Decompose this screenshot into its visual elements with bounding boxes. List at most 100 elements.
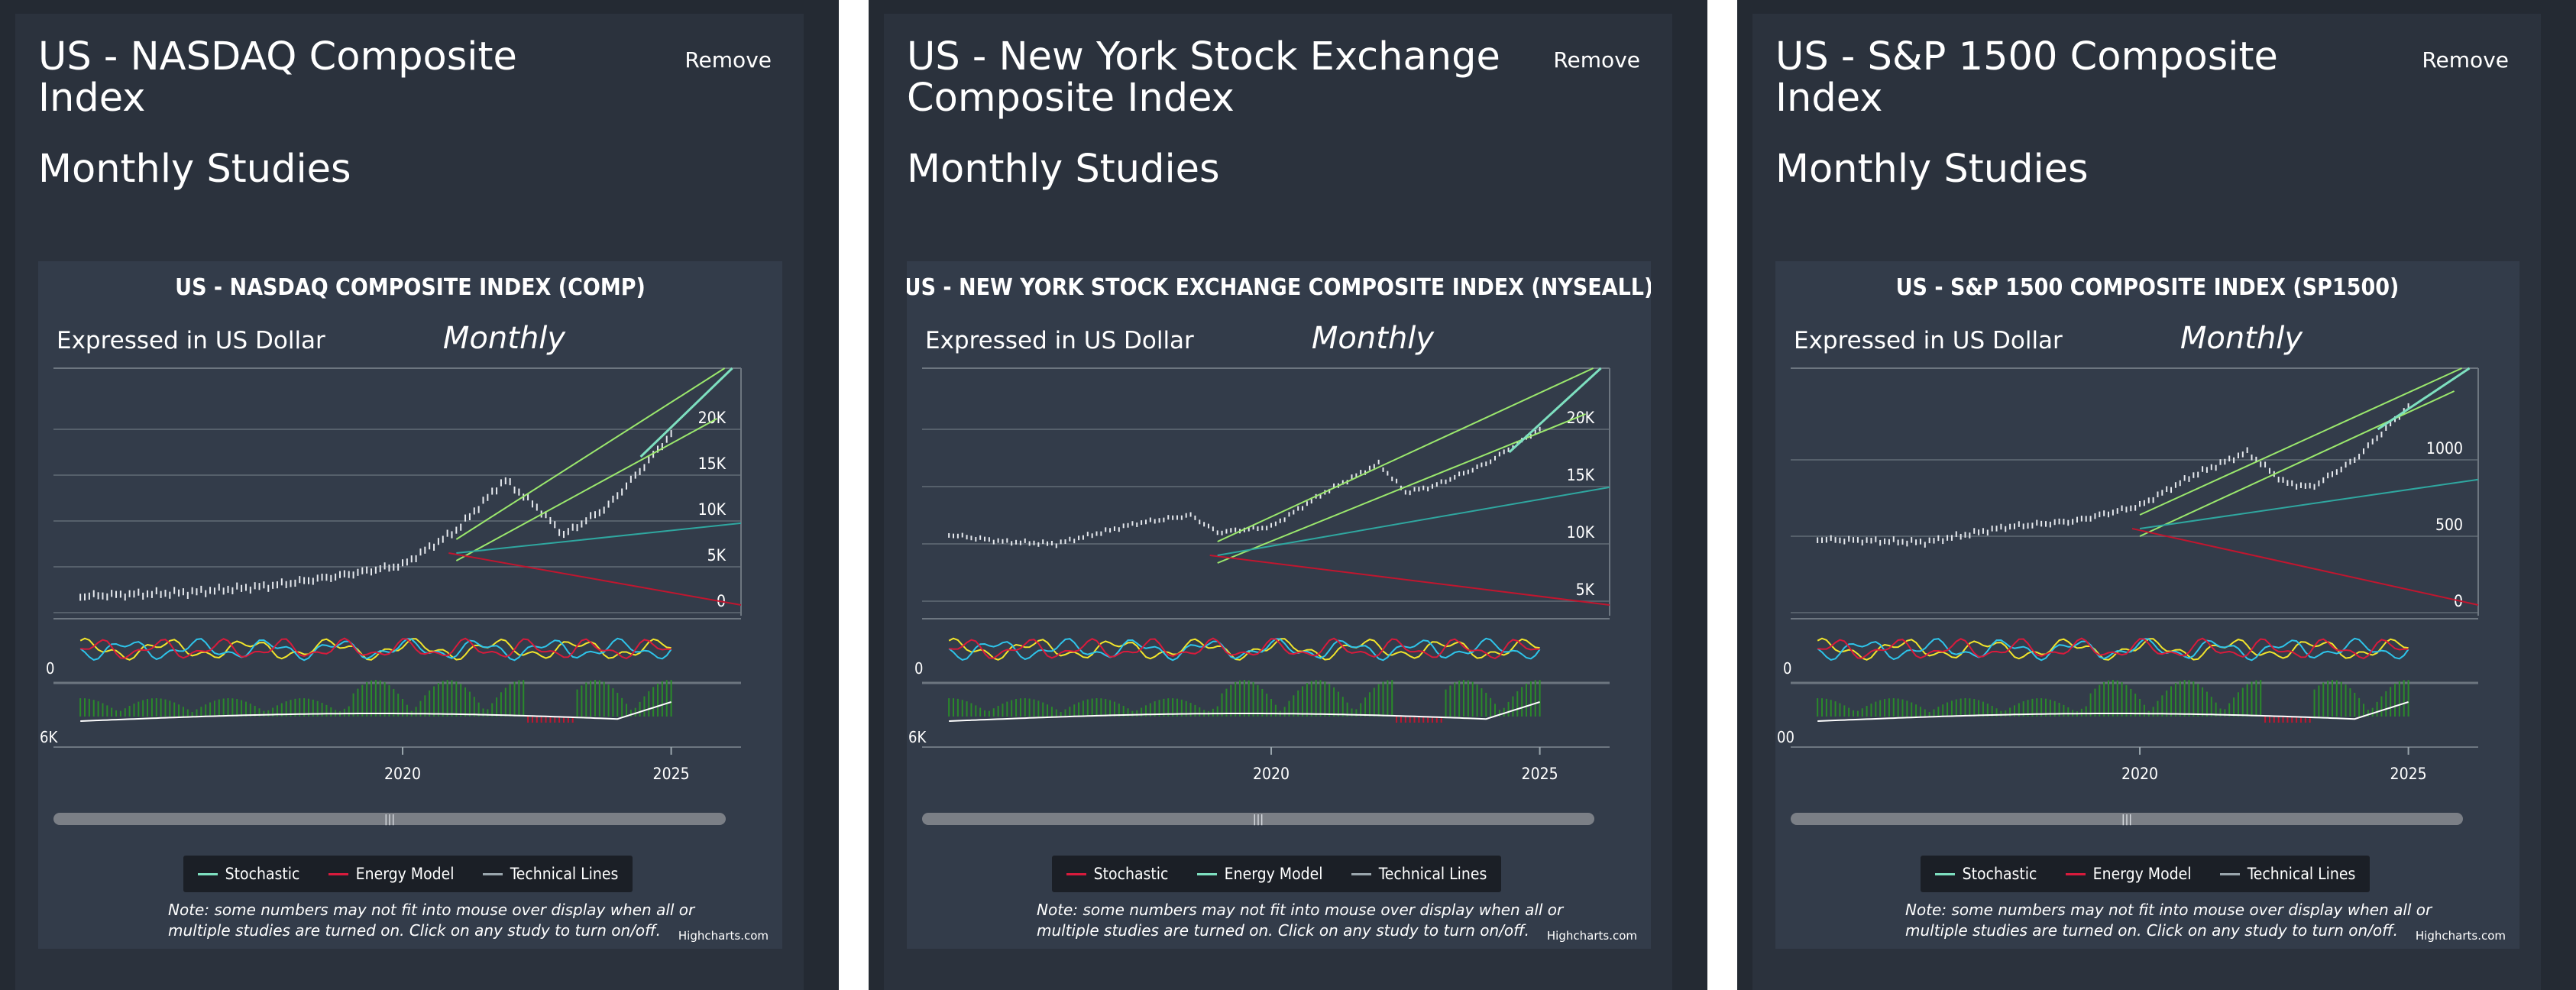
chart-canvas[interactable]: US - NASDAQ COMPOSITE INDEX (COMP) Expres… — [38, 261, 782, 949]
legend-label: Stochastic — [225, 865, 300, 883]
x-tick-label: 2020 — [1253, 765, 1290, 783]
legend-item-stochastic[interactable]: Stochastic — [1934, 865, 2037, 883]
credits-link[interactable]: Highcharts.com — [1546, 929, 1637, 943]
trend-line-upper — [455, 367, 726, 540]
chart-subtitle: Expressed in US Dollar — [925, 327, 1194, 354]
legend-item-stochastic[interactable]: Stochastic — [1066, 865, 1169, 883]
remove-button[interactable]: Remove — [684, 47, 772, 73]
volume-trend-line — [949, 701, 1540, 722]
oscillator-axis-label: 0 — [914, 659, 923, 678]
volume-axis-label: 6K — [908, 728, 927, 746]
navigator-scrollbar[interactable] — [922, 813, 1594, 825]
price-tick-label: 20K — [698, 409, 727, 427]
study-panel-sp1500: US - S&P 1500 Composite Index Remove Mon… — [1737, 0, 2576, 990]
price-tick-label: 10K — [698, 500, 727, 519]
credits-link[interactable]: Highcharts.com — [2415, 929, 2506, 943]
chart-subtitle: Expressed in US Dollar — [1794, 327, 2063, 354]
technical-line — [456, 522, 742, 554]
legend-item-energy-model[interactable]: Energy Model — [2065, 865, 2192, 883]
scrollbar-grip-icon: ||| — [384, 814, 395, 826]
legend-label: Technical Lines — [2247, 865, 2356, 883]
oscillator-series — [948, 637, 1541, 662]
stock-chart: US - S&P 1500 COMPOSITE INDEX (SP1500) Ex… — [1775, 261, 2519, 949]
chart-note: Note: some numbers may not fit into mous… — [168, 901, 695, 940]
trend-line-lower — [455, 418, 718, 561]
oscillator-series — [1817, 637, 2409, 661]
scrollbar-grip-icon: ||| — [2121, 814, 2132, 826]
volume-trend-line — [1817, 701, 2409, 722]
chart-title: US - NASDAQ COMPOSITE INDEX (COMP) — [175, 274, 646, 301]
legend-item-stochastic[interactable]: Stochastic — [197, 865, 300, 883]
chart-canvas[interactable]: US - S&P 1500 COMPOSITE INDEX (SP1500) Ex… — [1775, 261, 2519, 949]
trend-line-upper — [2139, 367, 2463, 516]
legend-item-energy-model[interactable]: Energy Model — [1196, 865, 1323, 883]
study-panel-nyse: US - New York Stock Exchange Composite I… — [869, 0, 1707, 990]
legend-label: Technical Lines — [510, 865, 619, 883]
remove-button[interactable]: Remove — [1553, 47, 1640, 73]
price-tick-label: 5K — [707, 546, 727, 565]
legend-swatch — [482, 872, 503, 875]
oscillator-series — [949, 637, 1540, 659]
x-tick-label: 2020 — [384, 765, 421, 783]
oscillator-series — [79, 637, 672, 662]
volume-axis-label: 00 — [1777, 728, 1794, 746]
legend-label: Stochastic — [1962, 865, 2037, 883]
oscillator-series — [948, 637, 1540, 661]
volume-trend-line — [80, 701, 672, 722]
oscillator-series — [79, 637, 672, 661]
navigator-scrollbar[interactable] — [53, 813, 726, 825]
legend-label: Stochastic — [1093, 865, 1169, 883]
legend-item-technical-lines[interactable]: Technical Lines — [1351, 865, 1487, 883]
oscillator-series — [1817, 637, 2409, 662]
legend-label: Technical Lines — [1378, 865, 1487, 883]
technical-line — [1217, 486, 1610, 556]
price-tick-label: 500 — [2435, 516, 2463, 534]
legend-swatch — [2065, 872, 2086, 875]
legend-label: Energy Model — [2092, 865, 2192, 883]
index-title: US - NASDAQ Composite Index — [38, 34, 517, 121]
oscillator-series — [1817, 637, 2409, 659]
legend-item-technical-lines[interactable]: Technical Lines — [2219, 865, 2356, 883]
trend-line-upper — [1217, 367, 1594, 542]
chart-title: US - NEW YORK STOCK EXCHANGE COMPOSITE I… — [907, 274, 1651, 301]
stock-chart: US - NASDAQ COMPOSITE INDEX (COMP) Expres… — [38, 261, 782, 949]
chart-period-label: Monthly — [1312, 321, 1435, 356]
x-tick-label: 2020 — [2121, 765, 2158, 783]
chart-note: Note: some numbers may not fit into mous… — [1037, 901, 1564, 940]
chart-legend: Stochastic Energy Model Technical Lines — [1052, 856, 1501, 892]
oscillator-axis-label: 0 — [46, 659, 54, 678]
price-tick-label: 5K — [1576, 581, 1595, 599]
chart-note: Note: some numbers may not fit into mous… — [1905, 901, 2432, 940]
price-tick-label: 15K — [1567, 466, 1595, 484]
study-panel-nasdaq: US - NASDAQ Composite Index Remove Month… — [0, 0, 839, 990]
index-title: US - New York Stock Exchange Composite I… — [907, 34, 1500, 121]
price-tick-label: 10K — [1567, 523, 1595, 542]
legend-label: Energy Model — [355, 865, 455, 883]
remove-button[interactable]: Remove — [2422, 47, 2509, 73]
study-card: US - S&P 1500 Composite Index Remove Mon… — [1752, 14, 2541, 990]
price-tick-label: 20K — [1567, 409, 1595, 427]
section-title: Monthly Studies — [38, 147, 351, 192]
x-tick-label: 2025 — [1522, 765, 1558, 783]
oscillator-series — [80, 637, 672, 659]
study-card: US - NASDAQ Composite Index Remove Month… — [15, 14, 804, 990]
stock-chart: US - NEW YORK STOCK EXCHANGE COMPOSITE I… — [907, 261, 1651, 949]
section-title: Monthly Studies — [1775, 147, 2089, 192]
credits-link[interactable]: Highcharts.com — [678, 929, 769, 943]
energy-model-line — [2131, 528, 2479, 606]
chart-period-label: Monthly — [443, 321, 566, 356]
stochastic-channel-line — [639, 367, 733, 458]
chart-legend: Stochastic Energy Model Technical Lines — [1921, 856, 2370, 892]
trend-line-lower — [2139, 390, 2455, 537]
chart-canvas[interactable]: US - NEW YORK STOCK EXCHANGE COMPOSITE I… — [907, 261, 1651, 949]
energy-model-line — [448, 552, 742, 606]
legend-item-technical-lines[interactable]: Technical Lines — [482, 865, 619, 883]
navigator-scrollbar[interactable] — [1791, 813, 2463, 825]
legend-swatch — [2219, 872, 2240, 875]
scrollbar-grip-icon: ||| — [1253, 814, 1264, 826]
legend-swatch — [328, 872, 348, 875]
study-card: US - New York Stock Exchange Composite I… — [884, 14, 1672, 990]
legend-item-energy-model[interactable]: Energy Model — [328, 865, 455, 883]
trend-line-lower — [1217, 413, 1586, 564]
price-tick-label: 15K — [698, 455, 727, 473]
